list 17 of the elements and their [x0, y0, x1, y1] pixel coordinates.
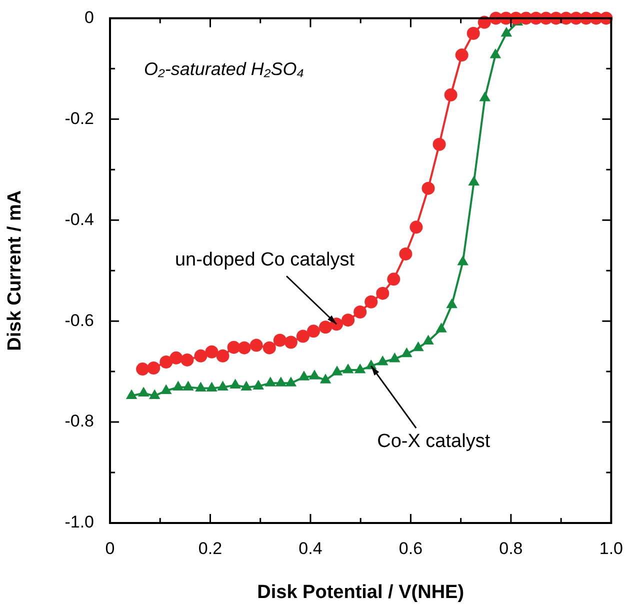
annotation: O₂-saturated H₂SO₄	[144, 59, 304, 80]
y-tick-label: -0.2	[64, 108, 94, 128]
x-axis-title: Disk Potential / V(NHE)	[257, 582, 464, 603]
x-tick-label: 1.0	[599, 538, 624, 558]
y-tick-label: 0	[84, 8, 94, 27]
x-tick-label: 0.2	[198, 538, 222, 558]
y-tick-label: -0.4	[64, 210, 94, 229]
y-axis-title: Disk Current / mA	[4, 190, 26, 351]
x-tick-label: 0.4	[298, 538, 322, 558]
annotation: un-doped Co catalyst	[174, 249, 356, 270]
y-tick-label: -0.8	[64, 412, 94, 431]
x-tick-label: 0.6	[398, 538, 423, 558]
x-tick-label: 0	[105, 538, 115, 558]
x-tick-label: 0.8	[499, 538, 523, 558]
annotation: Co-X catalyst	[377, 431, 491, 452]
y-tick-label: -0.6	[64, 310, 94, 330]
y-tick-label: -1.0	[64, 512, 94, 532]
